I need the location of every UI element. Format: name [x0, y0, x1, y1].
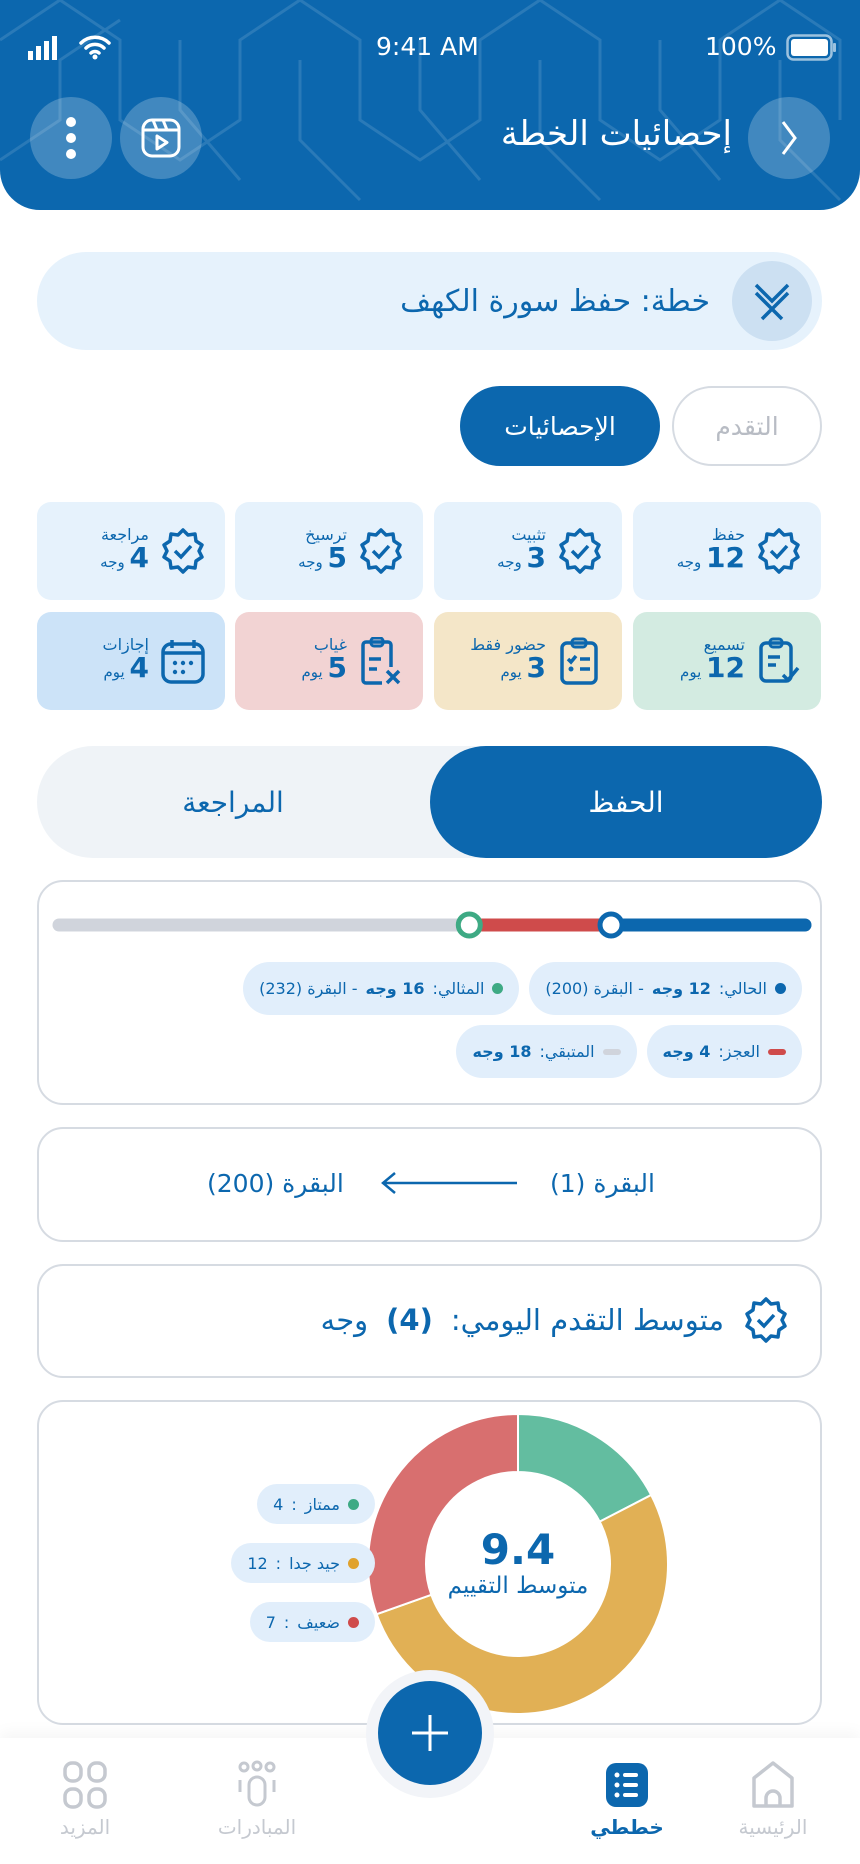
chevron-right-icon — [781, 121, 797, 155]
stat-label: تسميع — [703, 635, 745, 654]
legend-dot — [348, 1557, 359, 1569]
daily-average-card: متوسط التقدم اليومي: (4) وجه — [37, 1264, 822, 1378]
more-button[interactable] — [30, 97, 112, 179]
add-button[interactable] — [378, 1681, 482, 1785]
quran-icon — [732, 261, 812, 341]
remaining-dash — [602, 1048, 621, 1055]
nav-initiatives[interactable]: المبادرات — [197, 1760, 317, 1839]
range-to: البقرة (200) — [207, 1169, 344, 1198]
stat-value: 5 وجه — [298, 541, 347, 574]
battery-icon — [786, 34, 836, 61]
tab-statistics[interactable]: الإحصائيات — [460, 386, 660, 466]
stat-value: 5 يوم — [301, 651, 347, 684]
status-time: 9:41 AM — [376, 32, 479, 61]
plus-icon — [412, 1715, 448, 1751]
ideal-marker — [455, 911, 483, 939]
deficit-chip: العجز: 4 وجه — [646, 1025, 802, 1078]
type-segmented-control: الحفظ المراجعة — [37, 746, 822, 858]
progress-track — [52, 911, 812, 939]
nav-my-plans[interactable]: خططي — [567, 1760, 687, 1839]
range-from: البقرة (1) — [549, 1169, 655, 1198]
header-pattern — [0, 0, 842, 202]
donut-slice-2 — [367, 1412, 519, 1616]
stat-label: مراجعة — [100, 525, 149, 544]
badge-check-icon — [360, 528, 402, 574]
current-marker — [597, 911, 625, 939]
progress-card: الحالي: 12 وجه - البقرة (200) المثالي: 16 و… — [37, 880, 822, 1105]
stat-card: حضور فقط 3 يوم — [434, 612, 622, 710]
stat-label: غياب — [313, 635, 347, 654]
legend-dot — [348, 1616, 359, 1628]
wifi-icon — [79, 35, 111, 60]
stat-value: 4 وجه — [100, 541, 149, 574]
clipboard-list-icon — [560, 637, 598, 685]
current-chip: الحالي: 12 وجه - البقرة (200) — [529, 962, 802, 1015]
daily-average-unit: وجه — [320, 1303, 369, 1337]
ideal-chip: المثالي: 16 وجه - البقرة (232) — [243, 962, 520, 1015]
segment-memorization[interactable]: الحفظ — [430, 746, 822, 858]
clipboard-check-icon — [759, 637, 800, 683]
badge-check-icon — [758, 528, 800, 574]
stat-card: تسميع 12 يوم — [633, 612, 821, 710]
plan-banner: خطة: حفظ سورة الكهف — [37, 252, 822, 350]
home-icon — [752, 1761, 794, 1808]
stat-label: حفظ — [711, 525, 745, 544]
current-dot — [775, 983, 786, 994]
badge-check-icon — [559, 528, 601, 574]
stat-card: غياب 5 يوم — [235, 612, 423, 710]
users-icon — [238, 1760, 276, 1807]
nav-more[interactable]: المزيد — [25, 1760, 145, 1839]
arrow-left-icon — [381, 1172, 517, 1194]
average-rating-value: 9.4 — [480, 1525, 556, 1574]
stat-label: إجازات — [102, 635, 149, 654]
range-card: البقرة (1) البقرة (200) — [37, 1127, 822, 1242]
video-icon — [141, 118, 181, 158]
calendar-icon — [161, 640, 205, 684]
signal-icon — [28, 36, 57, 60]
badge-check-icon — [162, 528, 204, 574]
stat-label: تثبيت — [511, 525, 546, 544]
legend-dot — [348, 1498, 359, 1510]
header: 9:41 AM 100% إحصائيات الخطة — [0, 0, 860, 210]
badge-check-icon — [745, 1297, 787, 1343]
back-button[interactable] — [748, 97, 830, 179]
daily-average-label: متوسط التقدم اليومي: — [450, 1303, 724, 1337]
stat-card: تثبيت 3 وجه — [434, 502, 622, 600]
list-icon — [606, 1763, 648, 1807]
video-button[interactable] — [120, 97, 202, 179]
stat-value: 3 يوم — [500, 651, 546, 684]
stat-value: 4 يوم — [103, 651, 149, 684]
stat-card: ترسيخ 5 وجه — [235, 502, 423, 600]
average-rating-label: متوسط التقييم — [447, 1573, 589, 1599]
deficit-dash — [768, 1048, 786, 1055]
stat-label: حضور فقط — [470, 635, 546, 654]
stat-value: 3 وجه — [497, 541, 546, 574]
stat-label: ترسيخ — [305, 525, 347, 544]
remaining-chip: المتبقي: 18 وجه — [456, 1025, 637, 1078]
stat-card: مراجعة 4 وجه — [37, 502, 225, 600]
stat-card: إجازات 4 يوم — [37, 612, 225, 710]
legend-item: ممتاز:4 — [257, 1484, 375, 1524]
legend-item: ضعيف:7 — [249, 1602, 375, 1642]
stat-value: 12 وجه — [676, 541, 745, 574]
nav-home[interactable]: الرئيسية — [713, 1760, 833, 1839]
plan-title: خطة: حفظ سورة الكهف — [400, 283, 710, 319]
tab-progress[interactable]: التقدم — [672, 386, 822, 466]
more-vertical-icon — [66, 117, 76, 159]
legend-item: جيد جدا:12 — [231, 1543, 375, 1583]
segment-review[interactable]: المراجعة — [182, 785, 284, 819]
ideal-dot — [492, 983, 504, 994]
clipboard-x-icon — [361, 637, 401, 685]
grid-icon — [63, 1761, 107, 1809]
stat-value: 12 يوم — [680, 651, 745, 684]
stat-card: حفظ 12 وجه — [633, 502, 821, 600]
battery-percent: 100% — [705, 32, 777, 61]
page-title: إحصائيات الخطة — [500, 114, 732, 154]
donut-slice-1 — [375, 1493, 669, 1715]
daily-average-value: (4) — [386, 1303, 433, 1337]
rating-donut-chart — [367, 1412, 669, 1715]
